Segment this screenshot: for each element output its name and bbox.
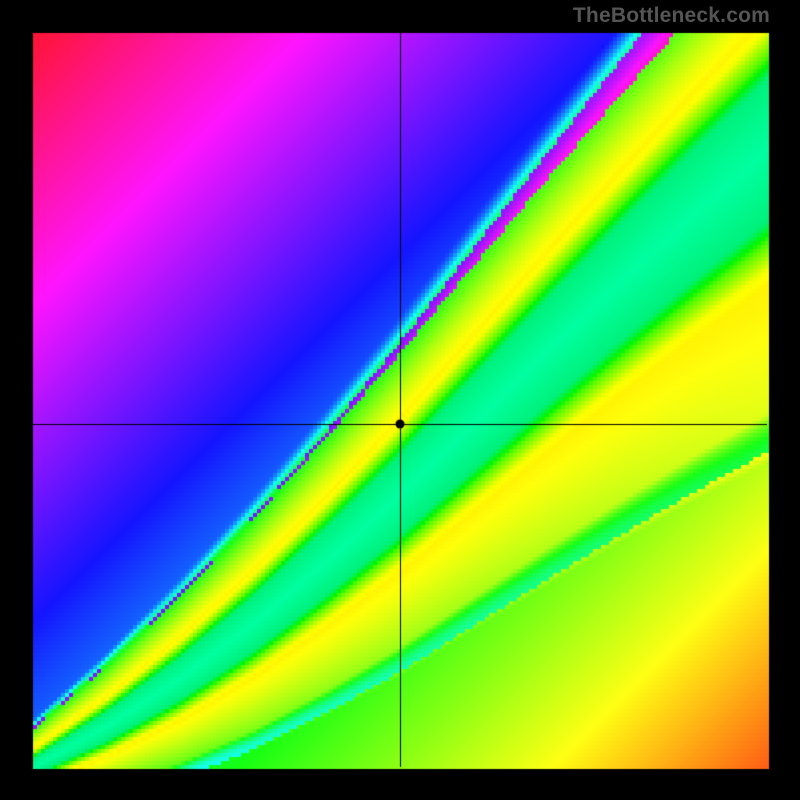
watermark-text: TheBottleneck.com (573, 4, 770, 28)
chart-container: TheBottleneck.com (0, 0, 800, 800)
bottleneck-heatmap (0, 0, 800, 800)
